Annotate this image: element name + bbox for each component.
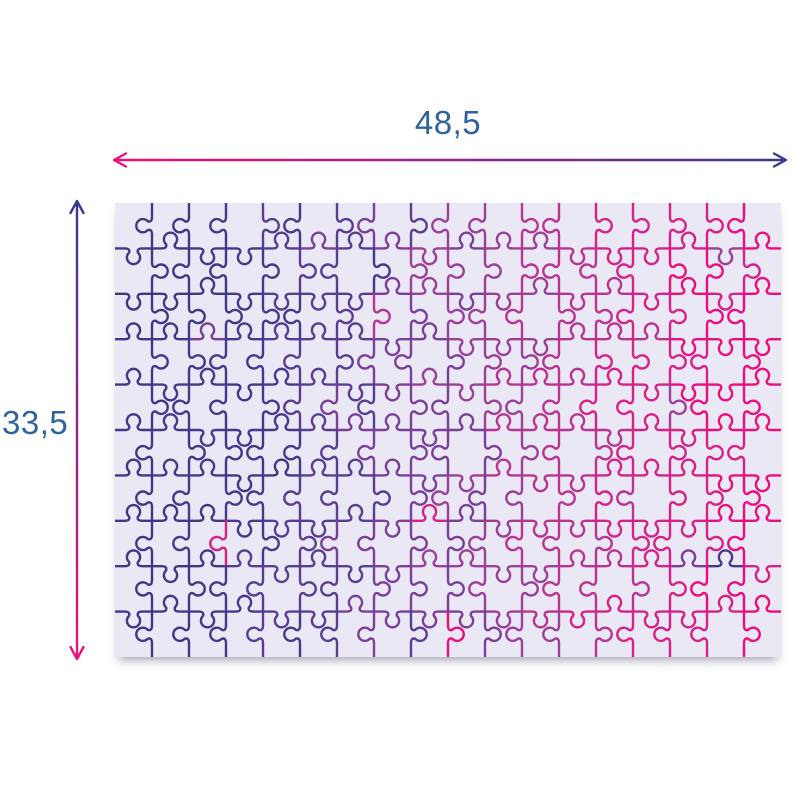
width-dimension-label: 48,5: [414, 104, 482, 141]
puzzle-preview: [115, 203, 781, 657]
puzzle-pieces-image: [115, 203, 781, 657]
height-dimension-arrow-icon: [69, 199, 85, 661]
height-dimension-label: 33,5: [2, 404, 69, 441]
width-dimension-arrow-icon: [112, 152, 788, 168]
